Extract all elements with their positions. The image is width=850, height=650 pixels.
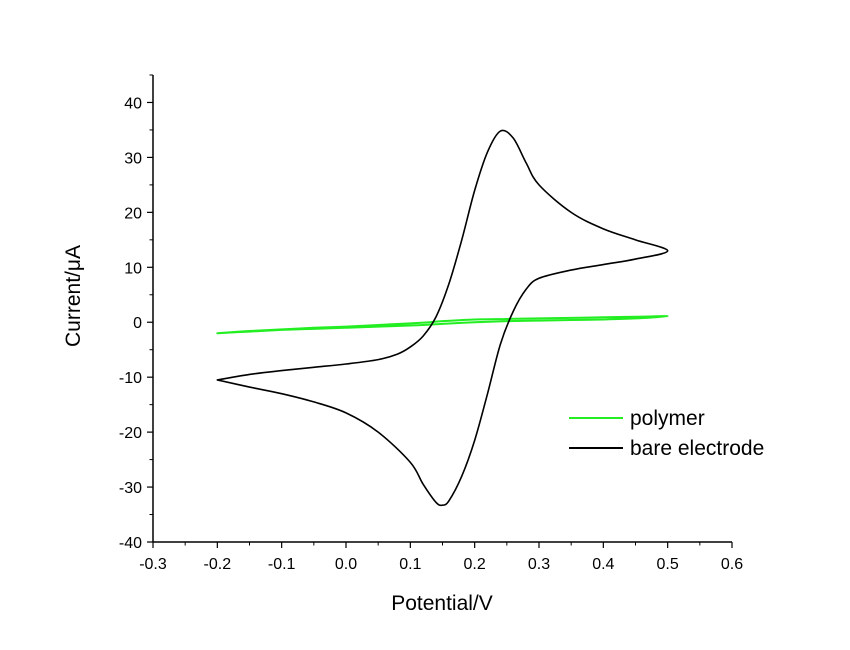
y-tick-label: 10 [124, 260, 142, 277]
y-tick-label: -40 [119, 535, 142, 552]
series-line-bare-electrode [216, 129, 669, 507]
y-axis-title: Current/μA [62, 245, 85, 347]
axes [152, 75, 732, 543]
x-tick-label: -0.3 [139, 556, 167, 573]
y-tick-label: 0 [133, 315, 142, 332]
legend-label: bare electrode [630, 437, 764, 460]
y-tick-label: -10 [119, 370, 142, 387]
series-layer [216, 129, 669, 507]
y-tick-label: -30 [119, 480, 142, 497]
x-tick-label: -0.2 [204, 556, 232, 573]
x-tick-label: 0.6 [721, 556, 743, 573]
x-axis-title: Potential/V [391, 592, 493, 615]
x-tick-label: 0.0 [335, 556, 357, 573]
x-tick-label: -0.1 [268, 556, 296, 573]
ticks: -0.3 -0.2 -0.1 0.0 0.1 0.2 0.3 0.4 0.5 0.6 -40 -30 -… [119, 74, 743, 573]
series-line-polymer [216, 315, 669, 335]
x-tick-label: 0.1 [399, 556, 421, 573]
legend-label: polymer [630, 407, 705, 430]
y-tick-label: 20 [124, 205, 142, 222]
x-tick-label: 0.4 [592, 556, 614, 573]
x-tick-label: 0.5 [657, 556, 679, 573]
x-tick-label: 0.2 [464, 556, 486, 573]
legend: polymer bare electrode [569, 407, 764, 460]
y-tick-label: 30 [124, 150, 142, 167]
y-tick-label: 40 [124, 95, 142, 112]
y-tick-label: -20 [119, 425, 142, 442]
x-tick-label: 0.3 [528, 556, 550, 573]
